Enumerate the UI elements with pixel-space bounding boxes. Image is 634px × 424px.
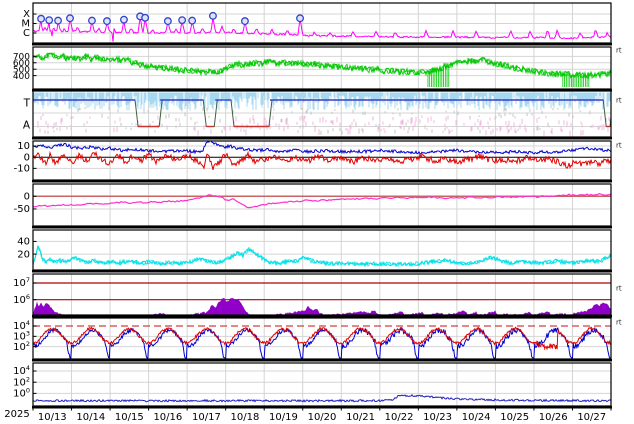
x-tick-label: 10/25 xyxy=(500,412,529,423)
y-tick-label: X xyxy=(23,9,30,20)
flare-marker xyxy=(209,11,217,20)
x-tick-label: 10/26 xyxy=(539,412,568,423)
imf-data xyxy=(33,141,611,171)
xray-data xyxy=(33,17,611,42)
y-tick-label: 103 xyxy=(13,330,30,343)
y-tick-label: 102 xyxy=(13,340,30,353)
y-tick-label: 40 xyxy=(17,237,30,248)
x-tick-label: 10/21 xyxy=(346,412,375,423)
y-tick-label: 102 xyxy=(13,375,30,388)
x-axis: 10/13 10/14 10/15 10/16 10/17 10/18 10/19 10/20… xyxy=(32,406,612,423)
y-tick-label: 400 xyxy=(13,72,30,82)
x-tick-label: 10/13 xyxy=(38,412,67,423)
realtime-indicator-label: rt xyxy=(616,285,622,293)
panel-proton-low: 107 106 rt xyxy=(13,273,622,318)
x-tick-label: 10/20 xyxy=(308,412,337,423)
y-tick-label: -10 xyxy=(14,164,30,175)
flare-marker xyxy=(141,13,150,22)
sector-data xyxy=(33,92,611,137)
y-tick-label: A xyxy=(23,120,31,132)
flare-marker xyxy=(163,17,172,26)
flare-marker xyxy=(66,14,74,23)
realtime-indicator-label: rt xyxy=(616,47,622,55)
y-tick-label: C xyxy=(23,28,30,39)
proton-low-data xyxy=(33,297,611,315)
x-tick-label: 10/15 xyxy=(115,412,144,423)
x-tick-label: 10/22 xyxy=(385,412,414,423)
y-tick-label: 500 xyxy=(13,65,30,75)
speed-data xyxy=(33,52,611,87)
electron-data xyxy=(33,326,611,359)
x-tick-label: 10/27 xyxy=(577,412,606,423)
flare-marker xyxy=(119,15,128,24)
x-tick-label: 10/16 xyxy=(153,412,182,423)
flare-marker xyxy=(296,14,304,23)
x-axis-year-label: 2025 xyxy=(4,409,30,420)
realtime-indicator-label: rt xyxy=(616,142,622,150)
x-tick-label: 10/18 xyxy=(231,412,260,423)
realtime-indicator-label: rt xyxy=(616,97,622,105)
dst-data xyxy=(33,193,611,209)
y-tick-label: 107 xyxy=(13,276,30,289)
flare-marker xyxy=(103,17,111,26)
y-tick-label: 10 xyxy=(17,141,30,152)
flare-marker xyxy=(178,16,187,25)
y-tick-label: M xyxy=(21,19,30,30)
x-tick-label: 10/19 xyxy=(269,412,298,423)
x-tick-label: 10/17 xyxy=(192,412,221,423)
realtime-indicator-label: rt xyxy=(616,319,622,327)
flare-marker xyxy=(188,16,197,25)
y-tick-label: 700 xyxy=(13,53,30,63)
y-tick-label: 100 xyxy=(13,387,30,400)
y-tick-label: 106 xyxy=(13,293,30,306)
y-tick-label: -50 xyxy=(14,204,30,215)
y-tick-label: T xyxy=(23,98,31,110)
proton-high-data xyxy=(33,393,611,403)
panel-xray: XMC xyxy=(21,2,612,46)
flare-marker xyxy=(88,16,96,25)
flare-marker xyxy=(54,16,62,25)
x-tick-label: 10/23 xyxy=(423,412,452,423)
density-data xyxy=(33,245,611,268)
x-tick-label: 10/24 xyxy=(462,412,491,423)
panel-dst: 0-50 xyxy=(14,183,612,229)
flare-marker xyxy=(37,14,46,23)
y-tick-label: 0 xyxy=(24,191,30,202)
y-tick-label: 104 xyxy=(13,319,30,332)
flare-marker xyxy=(45,16,54,25)
y-tick-label: 20 xyxy=(17,249,30,260)
y-tick-label: 104 xyxy=(13,364,30,377)
y-tick-label: 600 xyxy=(13,59,30,69)
flare-marker xyxy=(240,17,249,26)
panel-imf: 100-10 rt xyxy=(14,140,622,183)
x-tick-label: 10/14 xyxy=(76,412,105,423)
y-tick-label: 0 xyxy=(24,152,30,163)
